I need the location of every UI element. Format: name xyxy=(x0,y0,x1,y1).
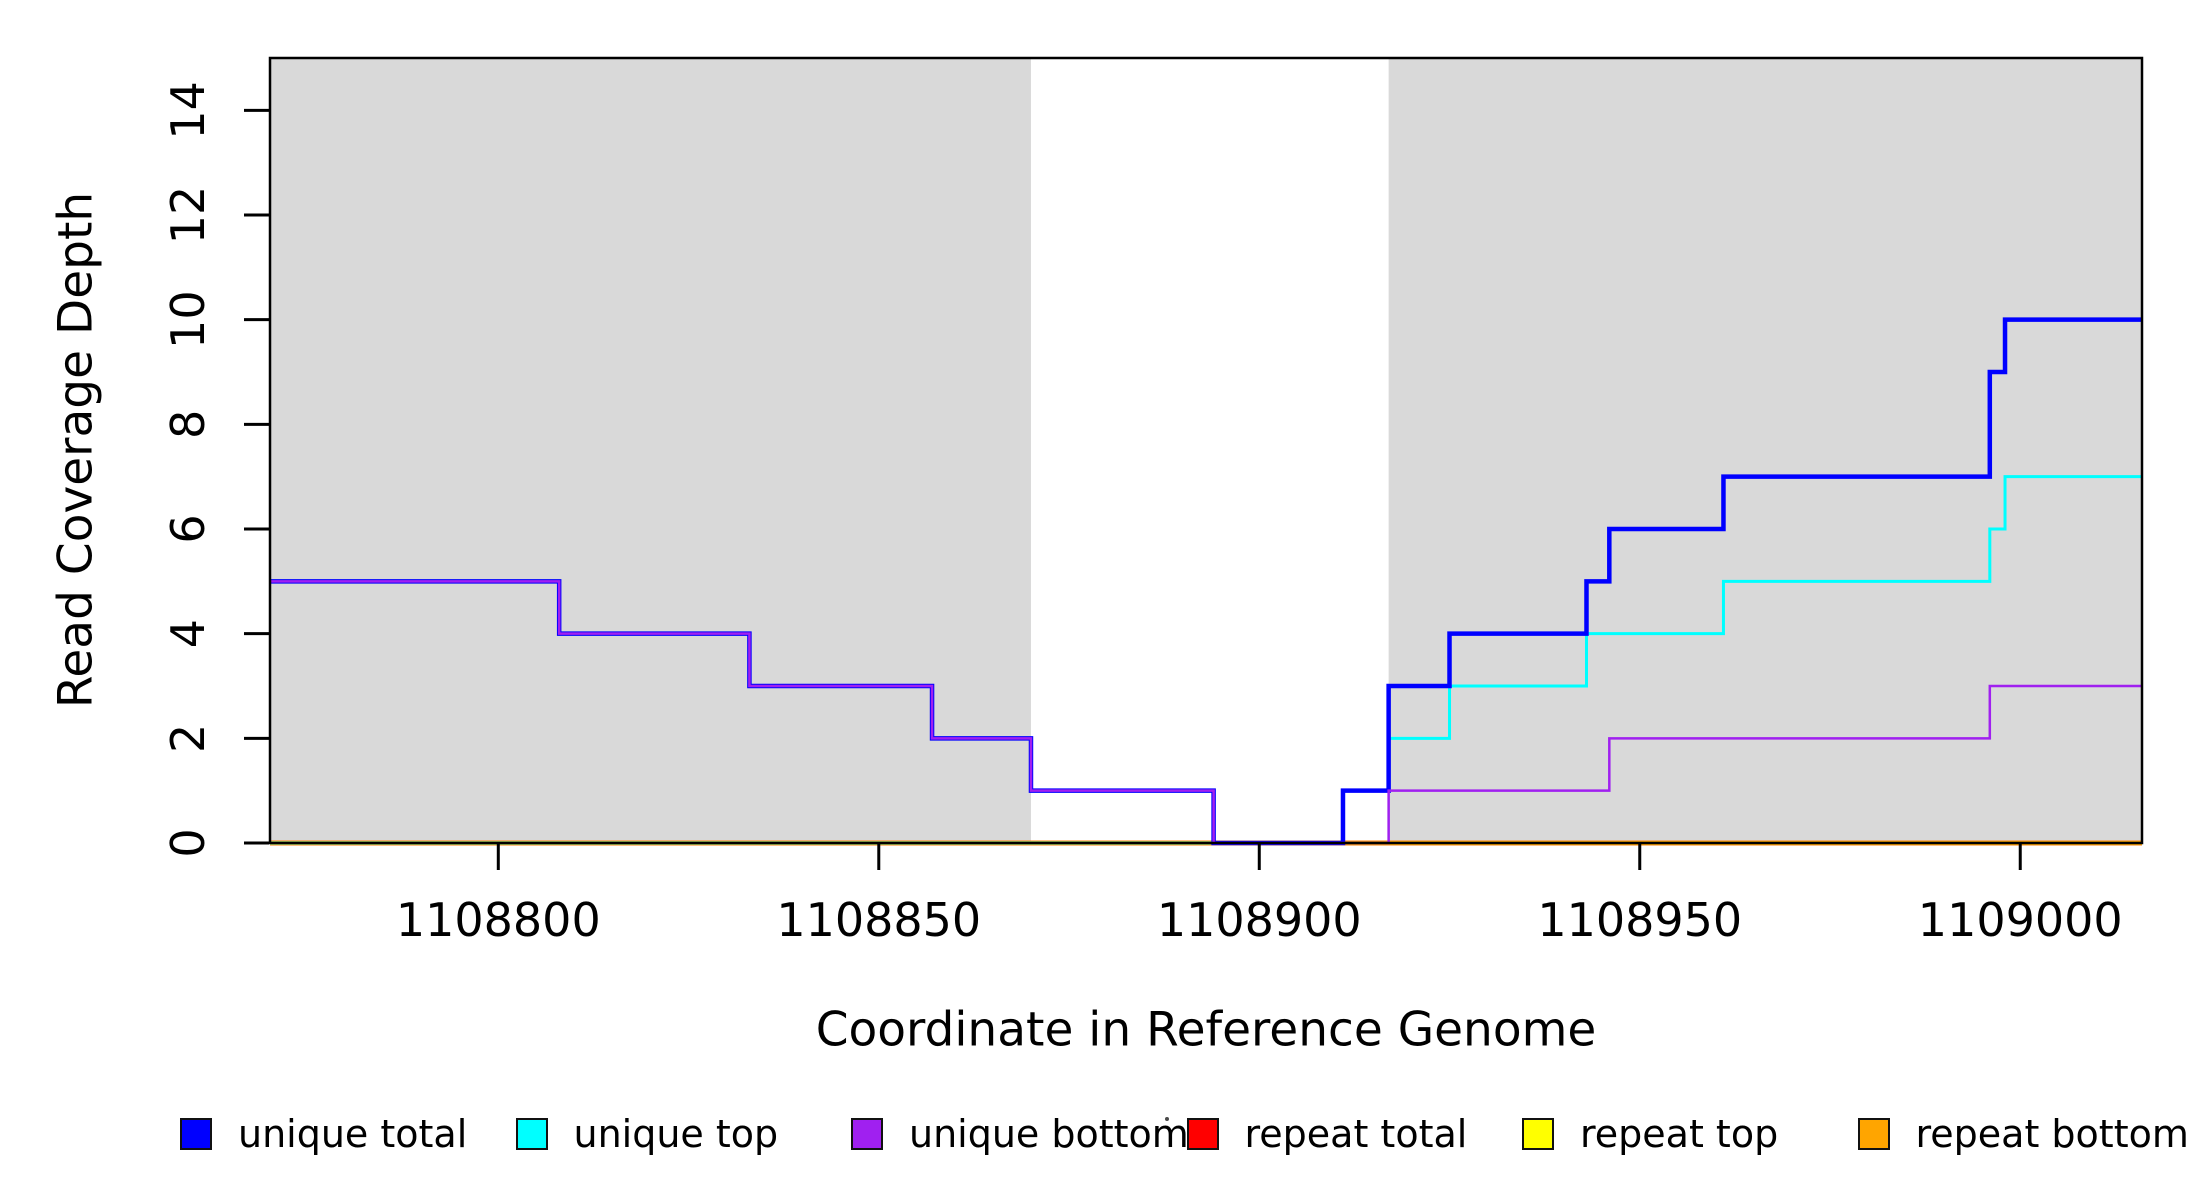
legend-swatch-unique-bottom xyxy=(851,1118,883,1150)
y-tick-label: 14 xyxy=(161,81,215,140)
legend-item-repeat-bottom: repeat bottom xyxy=(1857,1110,2189,1158)
legend-label: repeat bottom xyxy=(1915,1112,2189,1156)
legend-swatch-unique-total xyxy=(180,1118,212,1150)
legend-swatch-repeat-total xyxy=(1186,1118,1219,1150)
y-tick-label: 10 xyxy=(161,290,215,349)
legend-label: unique top xyxy=(573,1112,779,1156)
legend-swatch-unique-top xyxy=(515,1118,548,1150)
x-tick-label: 1108850 xyxy=(776,893,981,947)
x-tick-label: 1108950 xyxy=(1537,893,1742,947)
legend-item-unique-top: unique top xyxy=(515,1110,779,1158)
series-line-unique-bottom xyxy=(270,580,2142,845)
y-tick-label: 6 xyxy=(161,514,215,543)
y-tick-label: 4 xyxy=(161,619,215,648)
x-tick-label: 1108800 xyxy=(396,893,601,947)
y-tick-label: 2 xyxy=(161,724,215,753)
legend-swatch-repeat-top xyxy=(1522,1118,1554,1150)
y-tick-label: 12 xyxy=(161,186,215,245)
legend-swatch-repeat-bottom xyxy=(1857,1118,1890,1150)
legend-label: unique bottom xyxy=(909,1112,1189,1156)
x-tick-label: 1109000 xyxy=(1918,893,2123,947)
legend-label: repeat top xyxy=(1580,1112,1779,1156)
x-axis-label: Coordinate in Reference Genome xyxy=(815,1002,1597,1058)
plot-border xyxy=(268,56,2144,845)
legend-item-unique-total: unique total xyxy=(180,1110,467,1158)
legend-label: unique total xyxy=(238,1112,468,1156)
x-tick-label: 1108900 xyxy=(1157,893,1362,947)
legend-item-unique-bottom: unique bottom xyxy=(851,1110,1189,1158)
legend-label: repeat total xyxy=(1244,1112,1468,1156)
right-repeat-region xyxy=(1388,58,2142,843)
stray-dot xyxy=(1165,1117,1169,1121)
legend-item-repeat-total: repeat total xyxy=(1186,1110,1468,1158)
y-tick-label: 8 xyxy=(161,410,215,439)
y-tick-label: 0 xyxy=(161,828,215,857)
left-repeat-region xyxy=(270,58,1031,843)
legend-item-repeat-top: repeat top xyxy=(1522,1110,1778,1158)
y-axis-label: Read Coverage Depth xyxy=(48,191,104,709)
